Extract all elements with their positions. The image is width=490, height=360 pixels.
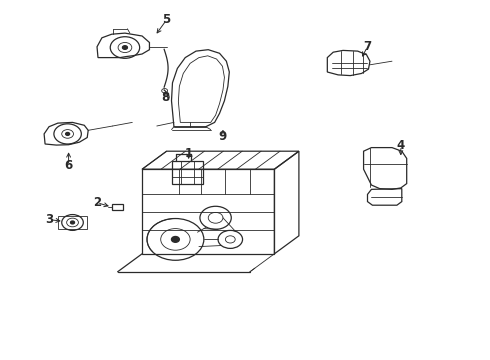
Circle shape bbox=[66, 132, 70, 135]
Bar bbox=[112, 204, 122, 210]
Bar bbox=[172, 161, 203, 184]
Text: 2: 2 bbox=[93, 196, 101, 209]
Bar bbox=[58, 216, 87, 229]
Text: 5: 5 bbox=[163, 13, 171, 26]
Text: 6: 6 bbox=[65, 159, 73, 172]
Text: 8: 8 bbox=[162, 91, 170, 104]
Text: 9: 9 bbox=[219, 130, 227, 143]
Circle shape bbox=[122, 46, 127, 49]
Text: 7: 7 bbox=[364, 40, 371, 53]
Text: 1: 1 bbox=[185, 147, 193, 159]
Text: 3: 3 bbox=[45, 213, 53, 226]
Text: 4: 4 bbox=[397, 139, 405, 152]
Circle shape bbox=[71, 221, 74, 224]
Circle shape bbox=[172, 237, 179, 242]
